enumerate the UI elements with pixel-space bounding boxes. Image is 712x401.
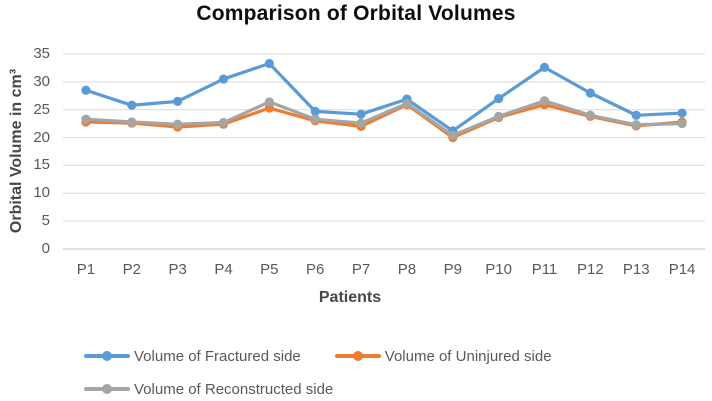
data-point-marker bbox=[448, 130, 458, 140]
data-point-marker bbox=[494, 93, 504, 104]
data-point-marker bbox=[127, 117, 137, 127]
y-tick-label: 10 bbox=[33, 184, 50, 202]
data-point-marker bbox=[264, 58, 274, 69]
legend-line-marker-icon bbox=[84, 384, 130, 394]
x-tick-label: P3 bbox=[168, 261, 187, 278]
x-axis-title: Patients bbox=[318, 289, 382, 306]
data-point-marker bbox=[539, 62, 550, 72]
x-tick-label: P7 bbox=[351, 261, 371, 278]
data-point-marker bbox=[264, 97, 274, 107]
x-tick-label: P4 bbox=[214, 261, 233, 278]
x-tick-label: P2 bbox=[122, 261, 141, 278]
y-tick-label: 15 bbox=[33, 156, 50, 174]
legend-dot-icon bbox=[102, 384, 112, 394]
series-line bbox=[84, 61, 684, 133]
data-point-marker bbox=[356, 118, 366, 128]
y-tick-label: 25 bbox=[33, 100, 50, 118]
x-tick-label: P9 bbox=[443, 261, 462, 278]
data-point-marker bbox=[218, 74, 229, 84]
data-point-marker bbox=[677, 119, 687, 129]
legend-label: Volume of Uninjured side bbox=[384, 347, 552, 365]
data-point-marker bbox=[539, 96, 550, 106]
y-tick-label: 35 bbox=[33, 45, 50, 62]
data-point-marker bbox=[173, 96, 183, 106]
y-tick-label: 5 bbox=[41, 212, 50, 230]
chart-title: Comparison of Orbital Volumes bbox=[196, 2, 516, 25]
data-point-marker bbox=[173, 119, 183, 129]
x-tick-label: P11 bbox=[531, 261, 558, 278]
data-point-marker bbox=[494, 111, 504, 121]
x-tick-label: P6 bbox=[306, 261, 325, 278]
legend-item: Volume of Reconstructed side bbox=[84, 378, 333, 400]
y-tick-label: 20 bbox=[33, 128, 50, 146]
plot-area bbox=[63, 53, 705, 250]
data-point-marker bbox=[310, 114, 320, 124]
x-tick-label: P12 bbox=[576, 261, 604, 278]
legend-line-marker-icon bbox=[334, 351, 381, 361]
data-point-marker bbox=[677, 108, 687, 118]
y-tick-label: 30 bbox=[33, 72, 50, 90]
x-tick-label: P10 bbox=[485, 261, 512, 278]
legend-item: Volume of Fractured side bbox=[84, 345, 301, 367]
data-point-marker bbox=[585, 88, 595, 98]
legend-line-marker-icon bbox=[84, 351, 130, 361]
y-axis-title: Orbital Volume in cm³ bbox=[8, 68, 25, 234]
y-tick-label: 0 bbox=[41, 240, 50, 257]
data-point-marker bbox=[310, 106, 320, 116]
data-point-marker bbox=[631, 110, 641, 120]
legend-label: Volume of Fractured side bbox=[134, 347, 301, 365]
data-point-marker bbox=[218, 117, 229, 128]
x-tick-label: P14 bbox=[668, 261, 696, 278]
data-point-marker bbox=[631, 120, 641, 130]
legend-dot-icon bbox=[102, 351, 112, 361]
x-tick-label: P13 bbox=[622, 261, 650, 278]
data-point-marker bbox=[127, 100, 137, 110]
data-point-marker bbox=[356, 109, 366, 119]
data-point-marker bbox=[585, 110, 595, 120]
x-tick-label: P5 bbox=[260, 261, 279, 278]
chart-legend: Volume of Fractured side Volume of Uninju… bbox=[84, 345, 649, 400]
legend-label: Volume of Reconstructed side bbox=[134, 380, 334, 398]
legend-dot-icon bbox=[352, 351, 363, 361]
x-tick-label: P1 bbox=[76, 261, 96, 278]
data-point-marker bbox=[402, 98, 412, 109]
legend-item: Volume of Uninjured side bbox=[334, 345, 552, 367]
data-point-marker bbox=[81, 114, 91, 124]
data-point-marker bbox=[81, 85, 91, 95]
series-line bbox=[84, 99, 684, 137]
x-tick-label: P8 bbox=[397, 261, 417, 278]
